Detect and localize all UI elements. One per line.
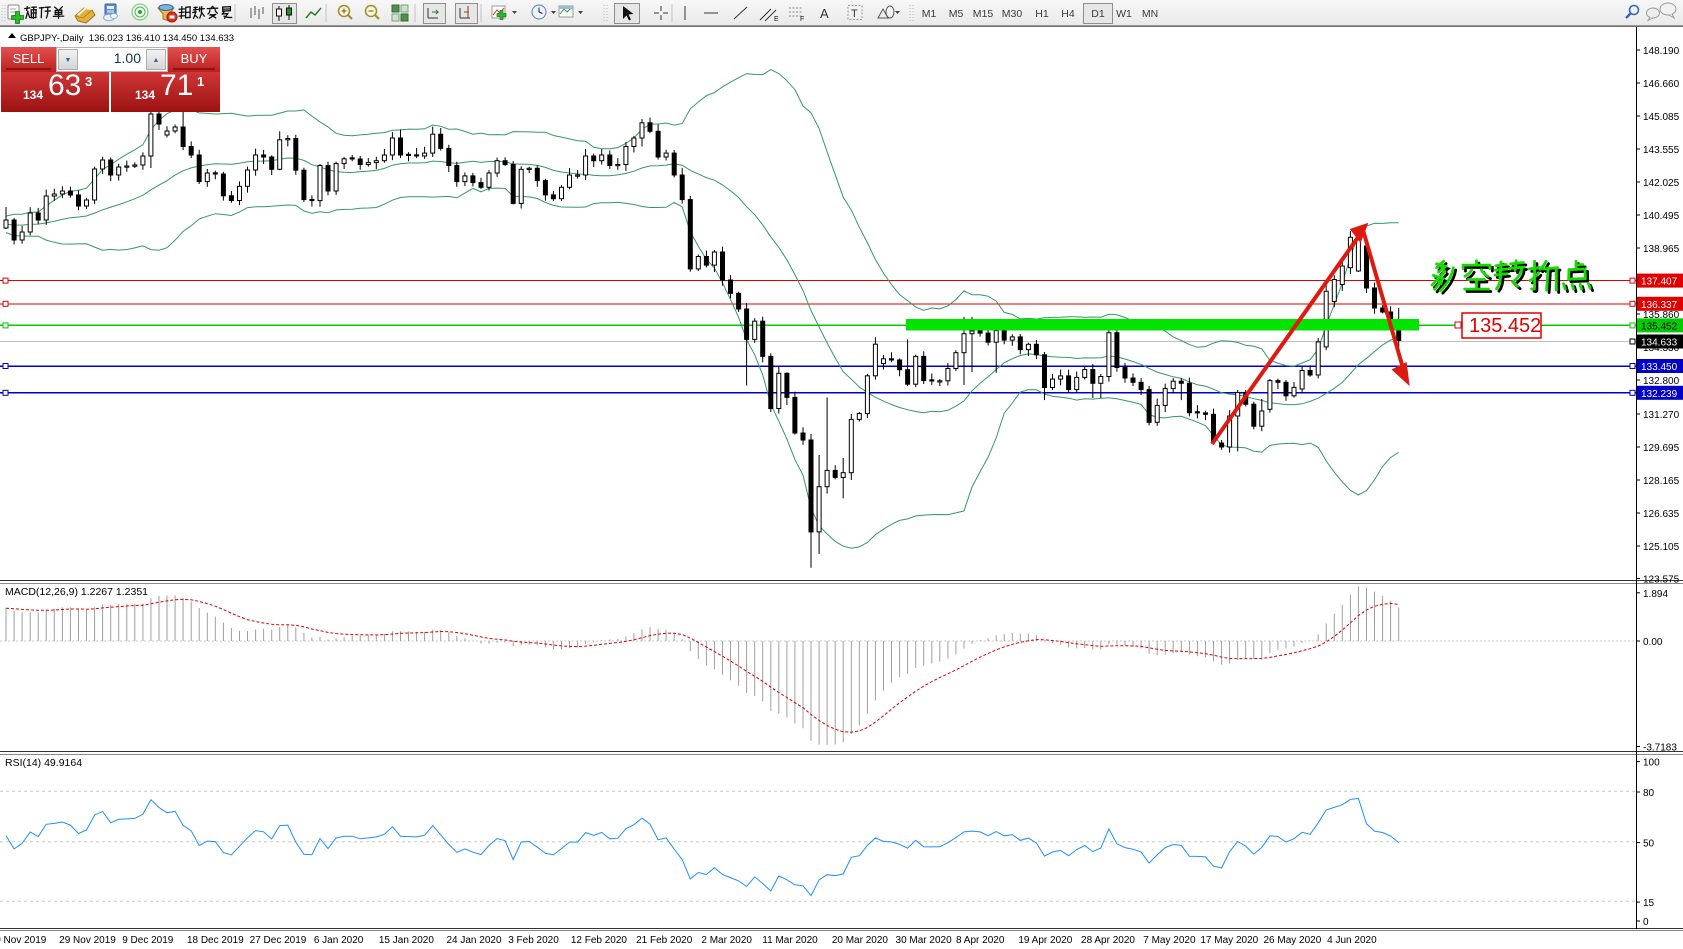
svg-text:146.660: 146.660	[1643, 79, 1680, 90]
svg-text:H4: H4	[1061, 8, 1075, 20]
svg-text:GBPJPY-,Daily 136.023 136.410: GBPJPY-,Daily 136.023 136.410 134.450 13…	[20, 33, 234, 44]
svg-text:123.575: 123.575	[1643, 575, 1680, 586]
svg-text:125.105: 125.105	[1643, 542, 1680, 553]
svg-text:21 Feb 2020: 21 Feb 2020	[636, 935, 693, 946]
svg-text:12 Feb 2020: 12 Feb 2020	[571, 935, 628, 946]
svg-text:145.085: 145.085	[1643, 112, 1680, 123]
svg-text:28 Apr 2020: 28 Apr 2020	[1081, 935, 1135, 946]
svg-text:9 Dec 2019: 9 Dec 2019	[122, 935, 174, 946]
svg-text:138.965: 138.965	[1643, 244, 1680, 255]
svg-text:E: E	[774, 16, 779, 23]
svg-text:80: 80	[1643, 788, 1655, 799]
svg-text:1.894: 1.894	[1643, 589, 1668, 600]
svg-text:3 Feb 2020: 3 Feb 2020	[508, 935, 559, 946]
svg-text:RSI(14) 49.9164: RSI(14) 49.9164	[5, 757, 82, 769]
svg-text:148.190: 148.190	[1643, 46, 1680, 57]
svg-text:M15: M15	[973, 8, 994, 20]
svg-text:M30: M30	[1002, 8, 1023, 20]
svg-text:136.337: 136.337	[1641, 300, 1678, 311]
svg-text:137.407: 137.407	[1641, 277, 1678, 288]
svg-text:W1: W1	[1116, 8, 1132, 20]
svg-text:143.555: 143.555	[1643, 145, 1680, 156]
svg-text:18 Dec 2019: 18 Dec 2019	[187, 935, 244, 946]
svg-text:131.270: 131.270	[1643, 410, 1680, 421]
svg-text:142.025: 142.025	[1643, 178, 1680, 189]
svg-text:126.635: 126.635	[1643, 509, 1680, 520]
svg-text:132.239: 132.239	[1641, 389, 1678, 400]
svg-text:20 Nov 2019: 20 Nov 2019	[0, 935, 47, 946]
svg-text:135.452: 135.452	[1641, 321, 1678, 332]
svg-text:134.633: 134.633	[1641, 338, 1678, 349]
svg-text:0.00: 0.00	[1643, 637, 1663, 648]
svg-text:17 May 2020: 17 May 2020	[1200, 935, 1258, 946]
svg-text:MN: MN	[1142, 8, 1158, 20]
svg-text:D1: D1	[1091, 8, 1105, 20]
svg-text:4 Jun 2020: 4 Jun 2020	[1327, 935, 1377, 946]
svg-text:100: 100	[1643, 758, 1660, 769]
svg-text:MACD(12,26,9) 1.2267 1.2351: MACD(12,26,9) 1.2267 1.2351	[5, 586, 148, 598]
svg-text:50: 50	[1643, 839, 1655, 850]
svg-text:140.495: 140.495	[1643, 211, 1680, 222]
svg-text:A: A	[820, 6, 829, 21]
svg-text:26 May 2020: 26 May 2020	[1263, 935, 1321, 946]
svg-text:-3.7183: -3.7183	[1643, 743, 1677, 754]
svg-text:133.450: 133.450	[1641, 362, 1678, 373]
svg-text:128.165: 128.165	[1643, 476, 1680, 487]
svg-text:F: F	[800, 16, 804, 23]
svg-text:15: 15	[1643, 898, 1655, 909]
svg-text:19 Apr 2020: 19 Apr 2020	[1018, 935, 1072, 946]
svg-text:30 Mar 2020: 30 Mar 2020	[896, 935, 953, 946]
svg-text:132.800: 132.800	[1643, 376, 1680, 387]
svg-text:2 Mar 2020: 2 Mar 2020	[701, 935, 752, 946]
svg-text:24 Jan 2020: 24 Jan 2020	[446, 935, 501, 946]
svg-text:7 May 2020: 7 May 2020	[1143, 935, 1196, 946]
svg-text:129.695: 129.695	[1643, 443, 1680, 454]
svg-text:135.860: 135.860	[1643, 310, 1680, 321]
svg-text:27 Dec 2019: 27 Dec 2019	[250, 935, 307, 946]
svg-text:135.452: 135.452	[1469, 315, 1541, 337]
svg-text:11 Mar 2020: 11 Mar 2020	[762, 935, 818, 946]
svg-text:6 Jan 2020: 6 Jan 2020	[314, 935, 364, 946]
svg-text:0: 0	[1643, 917, 1649, 928]
svg-text:M5: M5	[949, 8, 964, 20]
svg-text:15 Jan 2020: 15 Jan 2020	[379, 935, 434, 946]
svg-text:M1: M1	[922, 8, 937, 20]
svg-text:8 Apr 2020: 8 Apr 2020	[956, 935, 1005, 946]
svg-text:29 Nov 2019: 29 Nov 2019	[59, 935, 116, 946]
svg-text:H1: H1	[1035, 8, 1049, 20]
svg-text:20 Mar 2020: 20 Mar 2020	[832, 935, 889, 946]
svg-text:T: T	[851, 8, 858, 20]
